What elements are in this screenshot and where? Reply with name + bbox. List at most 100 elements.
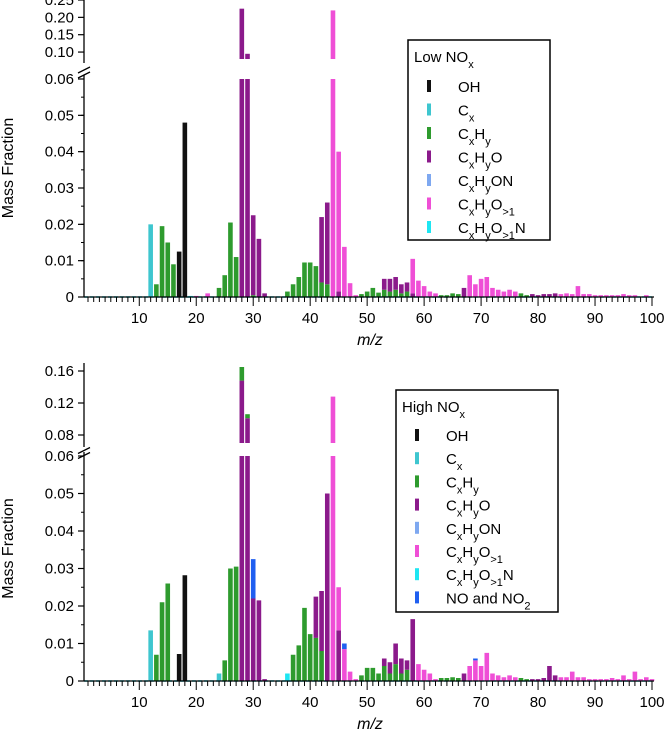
bar-segment-CxHyOgt1	[478, 666, 484, 681]
bar-segment-CxHyOgt1	[347, 671, 353, 681]
bar-segment-CxHyO	[541, 294, 547, 297]
bar-mz-28	[239, 367, 245, 681]
bar-segment-CxHy	[222, 275, 228, 297]
legend-swatch-CxHyO	[415, 498, 419, 511]
bar-segment-CxHyOgt1	[495, 289, 501, 297]
bar-mz-99	[644, 677, 649, 681]
bar-mz-26	[228, 222, 233, 297]
legend-box	[407, 39, 551, 241]
bar-mz-59	[416, 280, 421, 297]
bar-segment-CxHyO	[530, 294, 535, 297]
bar-mz-46	[342, 643, 347, 681]
bar-mz-56	[399, 658, 404, 681]
bar-segment-CxHyOgt1	[609, 678, 615, 681]
bar-mz-13	[154, 284, 159, 297]
bar-mz-68	[467, 666, 472, 681]
bar-mz-47	[347, 671, 353, 681]
bar-segment-CxHyOgt1	[604, 295, 609, 297]
y-tick-label: 0.08	[45, 427, 74, 444]
bar-mz-45	[336, 151, 341, 297]
bar-mz-41	[313, 266, 319, 297]
bar-mz-100	[649, 679, 655, 681]
bar-segment-CxHy	[228, 222, 233, 297]
y-tick-label: 0.12	[45, 395, 74, 412]
bar-segment-CxHyOgt1	[416, 664, 421, 681]
y-tick-label: 0.03	[45, 180, 74, 197]
bar-segment-CxHyOgt1	[581, 294, 586, 297]
bar-mz-93	[609, 678, 615, 681]
bar-segment-CxHy	[222, 660, 228, 681]
bar-segment-CxHyO	[324, 493, 330, 681]
high-nox-chart: 0 0.01 0.02 0.03 0.04 0.05 0.06 0.08 0.12 0.16 10 2…	[0, 363, 665, 733]
x-tick-label: 20	[188, 694, 205, 711]
bar-segment-CxHyOgt1	[581, 677, 586, 681]
bar-mz-12	[148, 224, 153, 297]
bar-mz-38	[296, 277, 302, 297]
bar-segment-CxHyO	[256, 238, 262, 297]
bar-segment-CxHyOgt1	[342, 246, 347, 297]
bar-segment-CxHy	[518, 678, 524, 681]
bar-mz-50	[364, 667, 370, 681]
bar-mz-92	[604, 679, 609, 681]
bar-segment-CxHyOgt1	[507, 289, 512, 297]
bar-mz-18	[182, 122, 188, 297]
bar-mz-61	[427, 673, 433, 681]
bar-mz-47	[347, 283, 353, 297]
bar-segment-CxHyOgt1	[490, 673, 495, 681]
x-axis-label: m/z	[357, 716, 383, 733]
bar-mz-64	[444, 295, 450, 297]
bar-segment-CxHyOgt1	[632, 671, 638, 681]
bar-mz-30	[250, 215, 256, 297]
bar-mz-67	[461, 287, 467, 297]
bar-segment-CxHyOgt1	[632, 295, 638, 297]
bar-mz-52	[376, 673, 381, 681]
bar-mz-95	[621, 294, 626, 297]
bar-segment-CxHy	[393, 289, 398, 297]
x-tick-label: 70	[473, 694, 490, 711]
bar-segment-CxHy	[319, 282, 324, 297]
bar-segment-CxHyOgt1	[330, 456, 336, 681]
bar-segment-CxHyOgt1	[609, 295, 615, 297]
bar-segment-CxHy	[302, 262, 307, 297]
bar-segment-CxHyO	[410, 619, 416, 681]
bar-mz-65	[450, 293, 455, 297]
bar-segment-upper-CxHy	[245, 414, 250, 419]
legend-swatch-CxHyON	[427, 174, 431, 186]
bar-segment-CxHyO	[381, 658, 387, 666]
bar-segment-CxHyOgt1	[416, 280, 421, 297]
bar-segment-CxHy	[307, 634, 313, 681]
bar-mz-74	[501, 291, 507, 297]
bar-mz-96	[626, 679, 632, 681]
bar-segment-CxHy	[307, 262, 313, 297]
bar-mz-60	[421, 669, 427, 681]
bar-segment-CxHy	[285, 291, 290, 297]
legend-swatch-Cx	[427, 103, 431, 116]
bar-mz-29	[245, 53, 250, 297]
legend-label: CxHyON	[458, 173, 513, 195]
x-tick-label: 90	[587, 310, 604, 327]
bar-mz-45	[336, 587, 341, 681]
bar-mz-25	[222, 660, 228, 681]
bar-segment-upper-CxHyO	[239, 8, 245, 59]
bar-segment-CxHy	[381, 666, 387, 681]
legend-label: CxHyO>1N	[458, 220, 526, 242]
bar-mz-14	[159, 602, 165, 681]
bar-segment-CxHyO	[547, 294, 552, 297]
bar-segment-CxHy	[524, 679, 529, 681]
bar-segment-upper-CxHy	[239, 367, 245, 381]
legend-swatch-CxHyOgt1	[415, 545, 419, 557]
bar-segment-CxHy	[154, 654, 159, 681]
bar-mz-56	[399, 284, 404, 297]
bar-segment-upper-CxHyO	[245, 418, 250, 443]
bar-mz-73	[495, 289, 501, 297]
bar-mz-71	[484, 652, 490, 681]
bar-mz-97	[632, 671, 638, 681]
bar-segment-CxHyO	[313, 596, 319, 638]
legend-label: CxHyO>1N	[446, 567, 514, 589]
bar-mz-79	[530, 679, 535, 681]
x-tick-label: 50	[359, 694, 376, 711]
axis-break-mark	[77, 446, 91, 455]
bar-mz-92	[604, 295, 609, 297]
bar-segment-CxHyOgt1	[569, 671, 575, 681]
